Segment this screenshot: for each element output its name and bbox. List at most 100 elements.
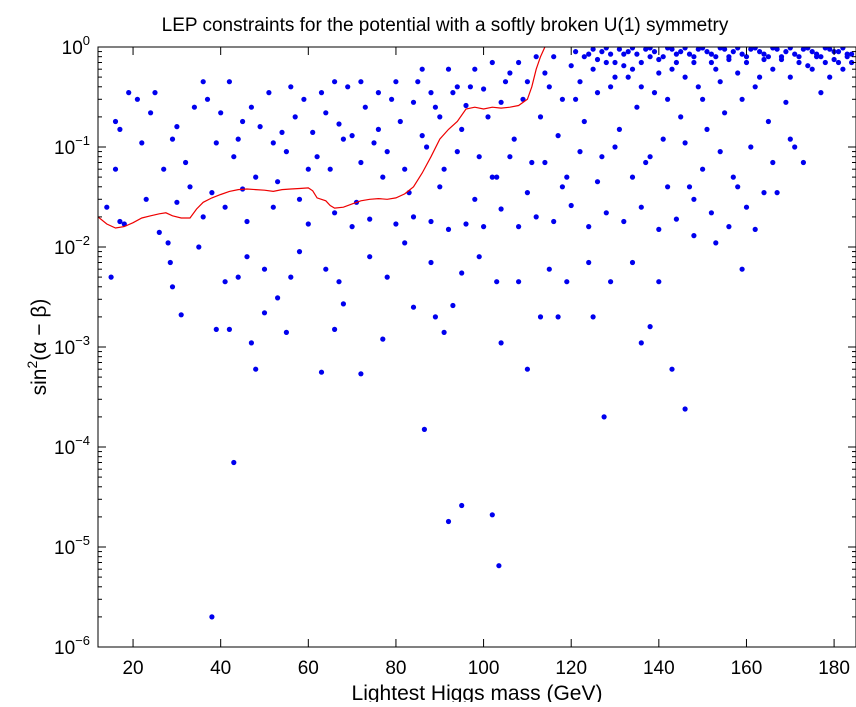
y-axis-label: sin2(α − β)	[24, 299, 51, 396]
data-point	[305, 166, 311, 172]
data-point	[551, 218, 557, 225]
data-point	[682, 140, 688, 146]
data-point	[638, 340, 644, 346]
data-point	[340, 136, 346, 142]
data-point	[463, 221, 469, 227]
data-point	[380, 336, 386, 342]
data-point	[761, 190, 767, 196]
data-point	[704, 49, 710, 55]
data-point	[248, 104, 254, 110]
data-point	[419, 133, 425, 139]
data-point	[735, 70, 741, 76]
data-point	[108, 274, 114, 280]
data-point	[713, 66, 719, 72]
data-point	[248, 340, 254, 346]
data-point	[691, 233, 697, 239]
data-point	[437, 114, 443, 120]
data-point	[524, 366, 531, 372]
data-point	[336, 279, 342, 285]
data-point	[134, 96, 140, 102]
data-point	[340, 301, 346, 307]
data-point	[787, 74, 793, 80]
y-tick-label: 10−1	[54, 133, 90, 159]
data-point	[397, 118, 403, 125]
y-axis: 10−6 10−5 10−4 10−3 10−2 10−1 100	[54, 33, 856, 659]
data-point	[603, 47, 609, 51]
data-point	[765, 54, 772, 60]
data-point	[629, 174, 636, 180]
data-point	[665, 96, 671, 102]
data-point	[257, 124, 263, 130]
data-point	[700, 166, 706, 172]
data-point	[629, 259, 636, 266]
y-tick-label: 10−6	[54, 633, 90, 659]
y-axis-label-base: sin	[28, 369, 51, 396]
data-point	[218, 110, 224, 116]
data-point	[586, 51, 592, 57]
data-point	[507, 154, 513, 160]
data-point	[204, 96, 211, 102]
data-point	[691, 196, 697, 202]
data-point	[691, 59, 697, 66]
data-point	[481, 224, 487, 230]
data-point	[139, 140, 145, 146]
data-point	[253, 174, 259, 180]
data-point	[704, 126, 710, 132]
data-point	[349, 133, 355, 139]
data-point	[533, 214, 539, 220]
data-point	[437, 184, 443, 190]
data-point	[796, 54, 802, 60]
data-point	[673, 51, 680, 57]
data-point	[757, 49, 763, 55]
data-point	[467, 84, 473, 90]
data-point	[367, 216, 373, 222]
data-point	[616, 47, 622, 52]
y-tick-label: 100	[62, 33, 90, 59]
data-point	[240, 118, 246, 125]
data-point	[516, 279, 522, 285]
data-point	[757, 74, 763, 80]
data-point	[537, 114, 544, 120]
data-point	[822, 47, 828, 51]
data-point	[498, 340, 504, 346]
data-point	[568, 202, 574, 209]
data-point	[792, 144, 798, 150]
data-point	[165, 240, 171, 246]
data-point	[603, 59, 609, 66]
chart-title: LEP constraints for the potential with a…	[162, 15, 729, 36]
data-point	[270, 204, 276, 210]
data-point	[332, 79, 338, 85]
data-point	[665, 184, 671, 190]
data-point	[410, 304, 417, 310]
data-point	[787, 47, 793, 51]
data-point	[529, 159, 535, 166]
data-point	[778, 54, 785, 60]
data-point	[384, 149, 390, 155]
x-axis-label: Lightest Higgs mass (GeV)	[352, 682, 603, 702]
data-point	[445, 66, 452, 72]
data-point	[410, 214, 417, 220]
data-point	[682, 406, 688, 412]
data-point	[581, 118, 587, 125]
data-point	[678, 114, 684, 120]
data-point	[415, 79, 421, 85]
data-point	[489, 174, 495, 180]
data-point	[818, 54, 824, 60]
data-point	[774, 190, 780, 196]
data-point	[748, 47, 754, 52]
data-point	[494, 279, 500, 285]
data-point	[389, 96, 395, 102]
data-point	[428, 90, 434, 96]
data-point	[231, 459, 237, 466]
data-point	[608, 51, 614, 57]
data-point	[691, 54, 697, 60]
data-point	[332, 326, 338, 332]
data-point	[161, 166, 167, 172]
data-point	[358, 159, 364, 166]
data-point	[717, 149, 723, 155]
data-point	[787, 136, 793, 142]
data-point	[261, 310, 268, 316]
data-point	[375, 90, 381, 96]
data-point	[524, 79, 531, 85]
data-point	[226, 326, 232, 332]
